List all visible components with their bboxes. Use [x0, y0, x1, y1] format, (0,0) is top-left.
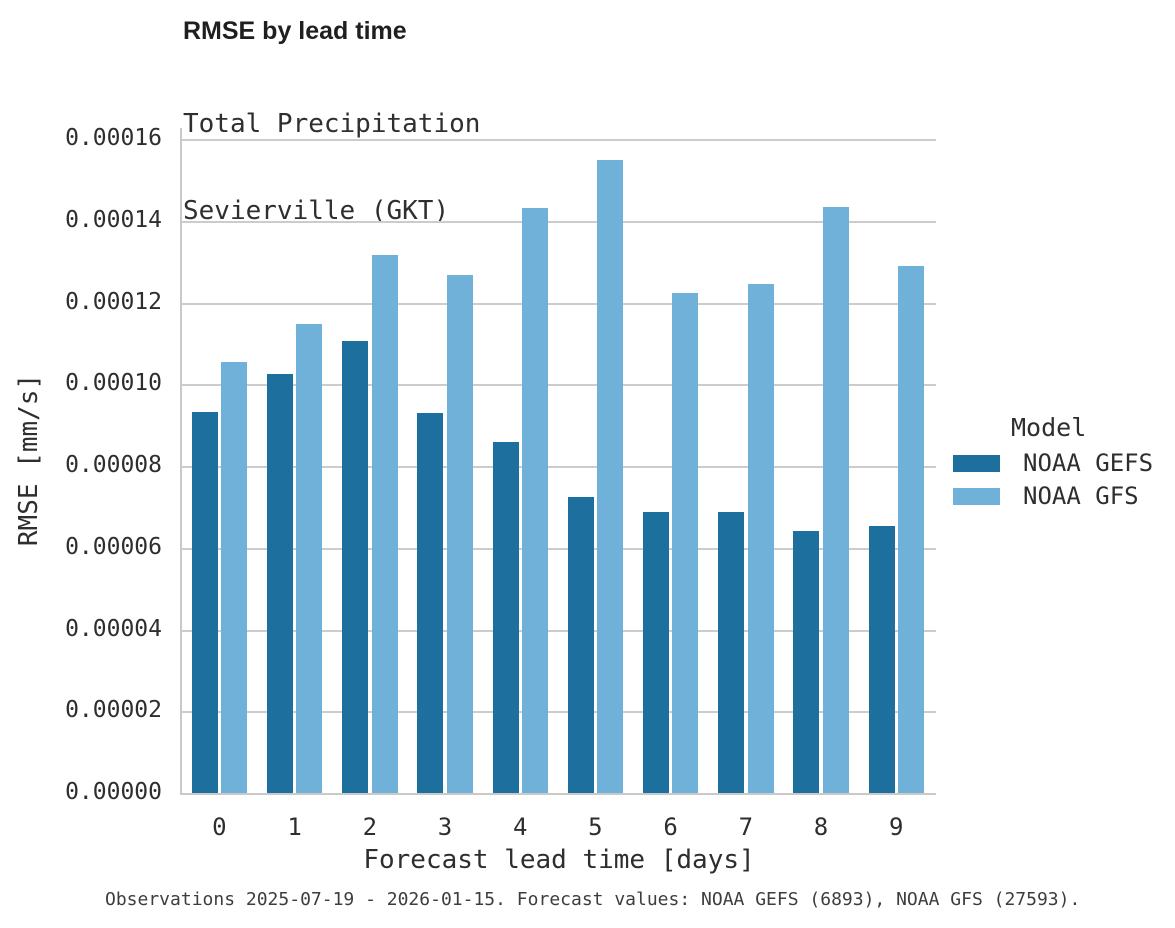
gridline-0.00006 [182, 547, 936, 550]
bar-noaa-gfs-day-8 [822, 207, 849, 793]
y-tick-label-0.00006: 0.00006 [65, 533, 162, 560]
gridline-0.00012 [182, 302, 936, 305]
chart-subtitle: Total Precipitation Sevierville (GKT) [183, 52, 480, 284]
y-tick-label-0.00016: 0.00016 [65, 125, 162, 151]
gridline-0.00014 [182, 220, 936, 223]
x-axis-title: Forecast lead time [days] [363, 845, 755, 875]
gridline-0.00010 [182, 384, 936, 387]
gridline-0.00002 [182, 711, 936, 714]
gridline-0.00016 [182, 139, 936, 141]
bar-noaa-gefs-day-9 [868, 526, 895, 793]
y-tick-label-0.00004: 0.00004 [65, 615, 162, 642]
y-tick-label-0.00012: 0.00012 [65, 288, 162, 315]
x-tick-label-4: 4 [512, 813, 528, 841]
x-tick-label-7: 7 [738, 813, 754, 841]
legend-swatch-noaa-gfs [953, 488, 1000, 505]
x-tick-label-1: 1 [287, 813, 302, 841]
x-tick-label-8: 8 [813, 813, 829, 841]
legend-label-noaa-gefs: NOAA GEFS [1023, 449, 1154, 477]
bar-noaa-gfs-day-6 [672, 293, 699, 793]
chart-subtitle-line-2: Sevierville (GKT) [183, 196, 450, 226]
bar-noaa-gfs-day-3 [446, 275, 473, 793]
bar-noaa-gefs-day-4 [492, 442, 519, 793]
y-tick-label-0.00000: 0.00000 [65, 779, 162, 805]
chart-title: RMSE by lead time [183, 17, 407, 45]
y-tick-label-0.00008: 0.00008 [65, 452, 162, 478]
gridline-0.00004 [182, 629, 936, 632]
x-tick-label-5: 5 [588, 813, 603, 841]
y-tick-label-0.00002: 0.00002 [65, 697, 162, 724]
legend-swatch-noaa-gefs [953, 455, 1000, 472]
bar-noaa-gfs-day-7 [747, 284, 774, 793]
bar-noaa-gefs-day-6 [642, 512, 669, 793]
bar-noaa-gfs-day-2 [371, 255, 398, 793]
y-axis-spine [180, 128, 182, 795]
x-tick-label-6: 6 [663, 813, 678, 841]
legend-title: Model [1011, 413, 1087, 442]
chart-caption: Observations 2025-07-19 - 2026-01-15. Fo… [105, 889, 1081, 910]
y-tick-label-0.00014: 0.00014 [65, 206, 162, 233]
bar-noaa-gfs-day-1 [296, 324, 323, 793]
x-tick-label-9: 9 [888, 813, 904, 841]
bar-noaa-gefs-day-5 [567, 497, 594, 793]
bar-noaa-gfs-day-4 [521, 208, 548, 793]
bar-noaa-gefs-day-8 [793, 531, 820, 793]
chart-subtitle-line-1: Total Precipitation [183, 109, 481, 139]
bar-noaa-gfs-day-5 [597, 160, 624, 793]
x-tick-label-3: 3 [437, 813, 453, 841]
bar-noaa-gefs-day-0 [191, 412, 218, 793]
x-tick-label-2: 2 [362, 813, 378, 841]
x-axis-baseline [182, 793, 936, 795]
bar-noaa-gefs-day-1 [266, 374, 293, 793]
bar-noaa-gefs-day-2 [342, 341, 369, 793]
gridline-0.00008 [182, 466, 936, 468]
bar-noaa-gfs-day-0 [221, 362, 248, 793]
x-tick-label-0: 0 [212, 813, 227, 841]
plot-area [182, 128, 936, 795]
legend-label-noaa-gfs: NOAA GFS [1023, 482, 1139, 510]
bar-noaa-gfs-day-9 [897, 266, 924, 793]
bar-noaa-gefs-day-7 [718, 512, 745, 793]
bar-noaa-gefs-day-3 [417, 413, 444, 793]
y-tick-label-0.00010: 0.00010 [65, 370, 162, 397]
